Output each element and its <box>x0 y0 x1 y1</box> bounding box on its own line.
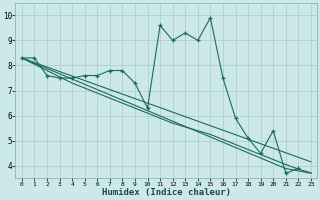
X-axis label: Humidex (Indice chaleur): Humidex (Indice chaleur) <box>102 188 231 197</box>
